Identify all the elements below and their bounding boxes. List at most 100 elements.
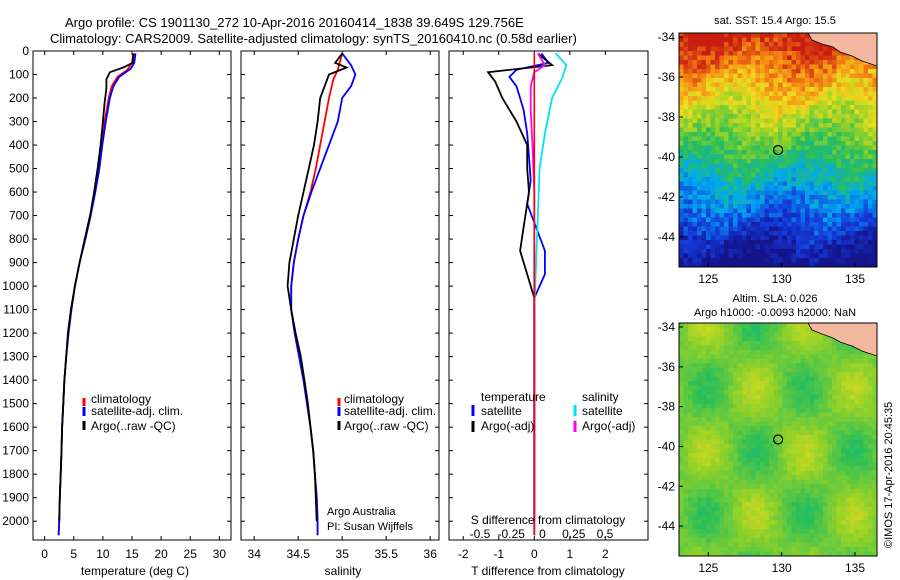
map-cell xyxy=(755,323,761,329)
map-cell xyxy=(751,100,757,106)
map-cell xyxy=(764,524,770,530)
map-cell xyxy=(823,118,829,124)
map-cell xyxy=(679,461,685,467)
map-cell xyxy=(701,367,707,373)
map-cell xyxy=(800,172,806,178)
map-cell xyxy=(683,479,689,485)
map-cell xyxy=(764,520,770,526)
map-cell xyxy=(715,195,721,201)
map-cell xyxy=(854,177,860,183)
map-cell xyxy=(715,417,721,423)
map-cell xyxy=(863,91,869,97)
map-cell xyxy=(764,249,770,255)
map-cell xyxy=(688,551,694,556)
map-cell xyxy=(746,231,752,237)
map-cell xyxy=(800,372,806,378)
map-cell xyxy=(823,354,829,360)
map-cell xyxy=(832,426,838,432)
map-cell xyxy=(845,105,851,111)
map-cell xyxy=(854,262,860,267)
map-cell xyxy=(845,443,851,450)
map-cell xyxy=(733,199,739,205)
map-cell xyxy=(746,367,752,373)
map-cell xyxy=(814,91,820,97)
map-cell xyxy=(868,73,874,79)
map-cell xyxy=(764,262,770,267)
map-cell xyxy=(715,163,721,169)
map-cell xyxy=(868,150,874,156)
map-cell xyxy=(778,484,784,490)
map-cell xyxy=(764,231,770,237)
map-cell xyxy=(800,114,806,120)
map-cell xyxy=(769,533,775,539)
map-cell xyxy=(868,69,874,75)
map-cell xyxy=(746,208,752,214)
map-cell xyxy=(755,154,761,160)
map-cell xyxy=(787,412,793,418)
map-cell xyxy=(796,177,802,183)
map-cell xyxy=(760,547,766,553)
map-cell xyxy=(755,190,761,196)
map-cell xyxy=(688,217,694,223)
map-cell xyxy=(850,529,856,535)
map-cell xyxy=(742,403,748,409)
x-tick-label: -2 xyxy=(458,547,469,561)
map-cell xyxy=(778,204,784,210)
map-cell xyxy=(710,145,716,151)
map-cell xyxy=(863,73,869,79)
map-cell xyxy=(692,551,698,556)
map-cell xyxy=(746,118,752,124)
map-cell xyxy=(796,470,802,476)
map-cell xyxy=(688,159,694,165)
map-cell xyxy=(836,381,842,387)
map-cell xyxy=(859,511,865,517)
map-cell xyxy=(832,123,838,129)
map-cell xyxy=(814,118,820,124)
map-cell xyxy=(760,55,766,61)
map-cell xyxy=(800,136,806,142)
map-cell xyxy=(746,235,752,241)
map-cell xyxy=(800,87,806,93)
map-cell xyxy=(836,190,842,196)
map-cell xyxy=(814,399,820,405)
map-cell xyxy=(796,399,802,405)
map-cell xyxy=(715,172,721,178)
map-cell xyxy=(755,213,761,219)
map-cell xyxy=(850,154,856,160)
map-cell xyxy=(724,60,730,66)
map-cell xyxy=(841,358,847,364)
map-cell xyxy=(868,363,874,369)
map-cell xyxy=(845,542,851,548)
map-cell xyxy=(760,551,766,556)
map-cell xyxy=(805,37,811,43)
map-cell xyxy=(697,262,703,267)
sla-map-title1: Altim. SLA: 0.026 xyxy=(733,293,818,305)
map-cell xyxy=(791,235,797,241)
map-cell xyxy=(746,323,752,329)
map-cell xyxy=(841,435,847,441)
map-cell xyxy=(737,46,743,52)
map-cell xyxy=(827,235,833,241)
map-cell xyxy=(701,217,707,223)
map-cell xyxy=(701,479,707,485)
map-cell xyxy=(796,123,802,129)
map-cell xyxy=(841,363,847,369)
map-cell xyxy=(746,399,752,405)
map-cell xyxy=(841,82,847,88)
map-cell xyxy=(778,542,784,548)
x-tick-label: 20 xyxy=(154,547,168,561)
map-cell xyxy=(751,327,757,333)
depth-tick-label: 1800 xyxy=(2,467,29,481)
map-cell xyxy=(697,538,703,544)
map-cell xyxy=(868,204,874,210)
map-cell xyxy=(710,51,716,57)
map-cell xyxy=(809,412,815,418)
map-cell xyxy=(868,240,874,246)
map-cell xyxy=(724,141,730,147)
map-cell xyxy=(818,399,824,405)
map-cell xyxy=(697,394,703,400)
map-cell xyxy=(724,172,730,178)
map-cell xyxy=(760,327,766,333)
map-cell xyxy=(692,114,698,120)
map-cell xyxy=(845,511,851,517)
